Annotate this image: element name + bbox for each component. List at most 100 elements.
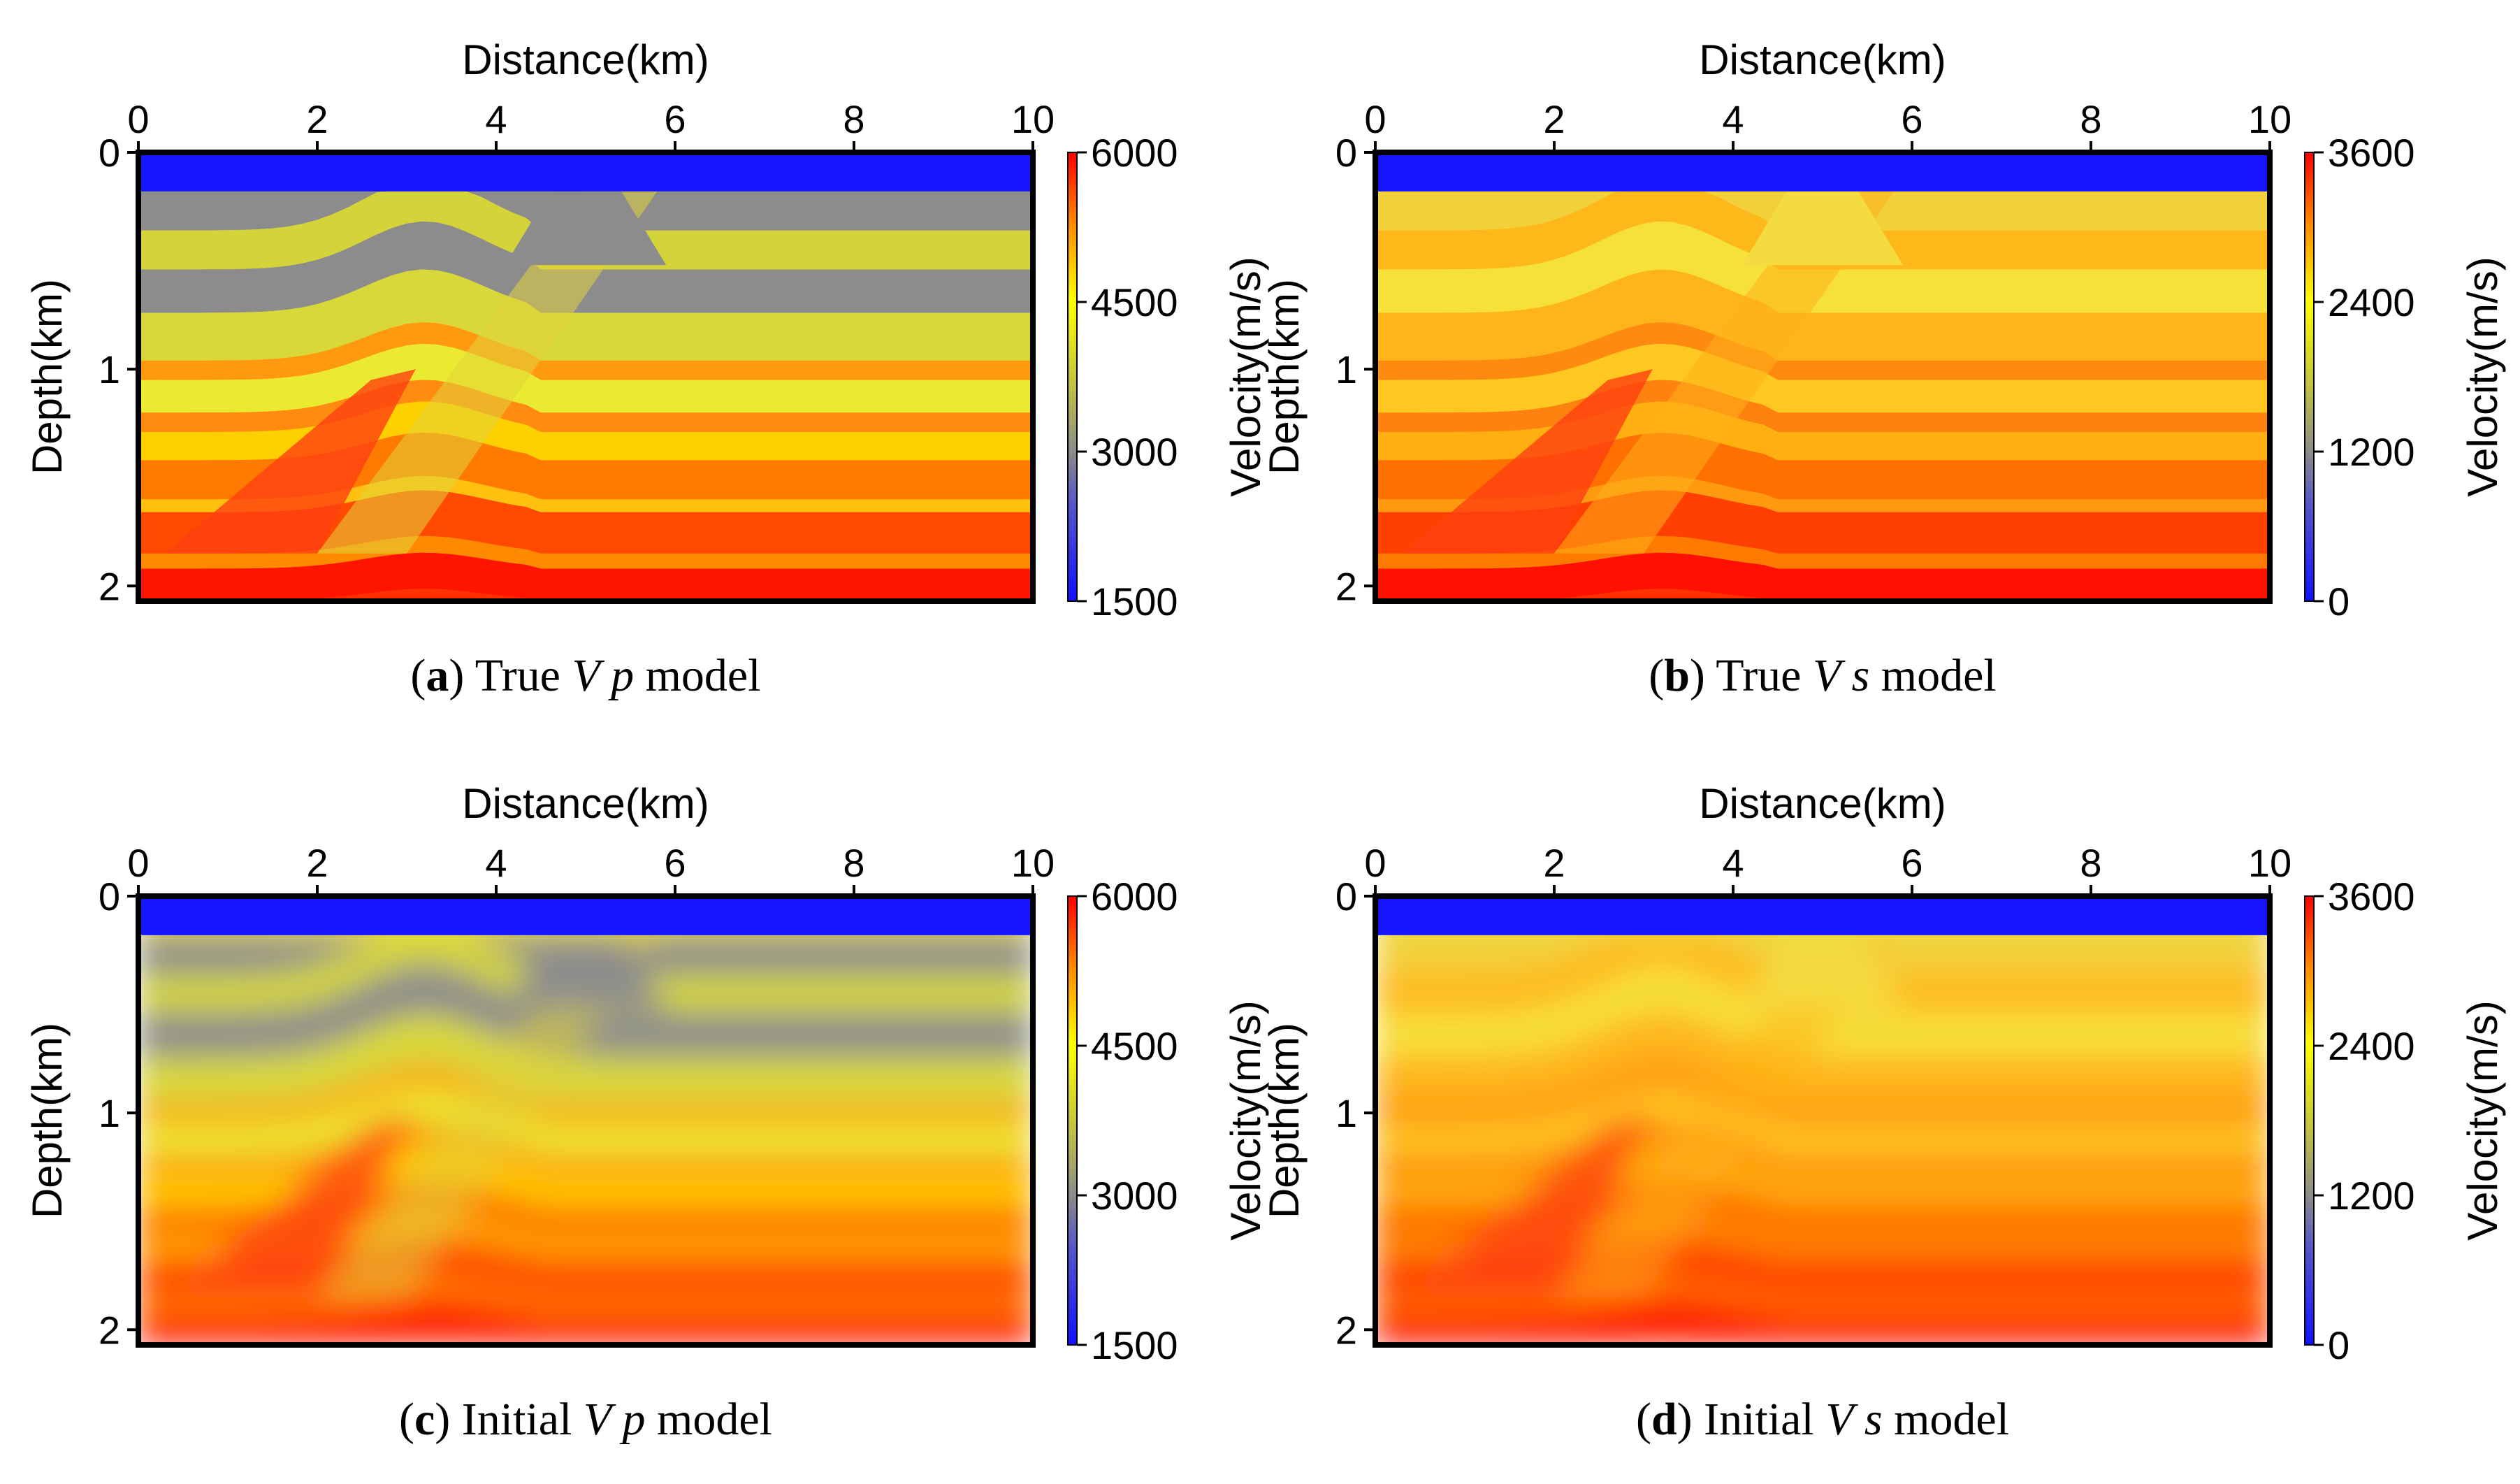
fault-block xyxy=(1554,191,1895,554)
colorbar-tick-label: 2400 xyxy=(2328,1024,2415,1068)
panel-a: 0 2 4 6 8 10 Distance(km) 0 1 2 Depth(km) 1500 3000 4… xyxy=(24,36,1269,701)
y-axis-label: Depth(km) xyxy=(24,279,71,475)
x-tick-label: 0 xyxy=(1364,97,1386,141)
x-tick-label: 4 xyxy=(485,97,507,141)
x-tick-label: 8 xyxy=(843,97,864,141)
x-tick-label: 2 xyxy=(1543,97,1565,141)
layer xyxy=(1375,322,2270,380)
x-axis-label: Distance(km) xyxy=(462,780,709,827)
colorbar-tick-label: 3600 xyxy=(2328,874,2415,919)
velocity-field xyxy=(1375,896,2270,1345)
layer xyxy=(1375,191,2270,270)
panel-b: 0 2 4 6 8 10 Distance(km) 0 1 2 Depth(km) 0 1200 2400… xyxy=(1261,36,2506,701)
colorbar-tick-label: 3600 xyxy=(2328,131,2415,175)
water-layer xyxy=(1375,152,2270,192)
layer xyxy=(1375,269,2270,361)
colorbar-tick-label: 0 xyxy=(2328,579,2349,624)
x-tick-label: 0 xyxy=(127,97,149,141)
layer xyxy=(1375,343,2270,413)
plot-frame xyxy=(136,150,1036,604)
layer xyxy=(1375,935,2270,1014)
caption-post: model xyxy=(634,650,760,701)
layer xyxy=(1375,1013,2270,1104)
x-tick-label: 4 xyxy=(1722,841,1744,885)
x-tick-label: 2 xyxy=(306,841,328,885)
fault-slab xyxy=(505,191,667,266)
layer xyxy=(1375,1219,2270,1256)
colorbar-tick-label: 1200 xyxy=(2328,430,2415,474)
layer xyxy=(138,1087,1033,1157)
wedge xyxy=(165,369,416,554)
wedge xyxy=(1402,1113,1653,1297)
caption-panel-label: d xyxy=(1651,1394,1677,1445)
y-axis-label: Depth(km) xyxy=(1261,279,1308,475)
y-tick-label: 1 xyxy=(1335,1091,1357,1135)
y-tick-label: 1 xyxy=(99,347,120,391)
layer xyxy=(138,1296,1033,1345)
colorbar-tick-label: 0 xyxy=(2328,1323,2349,1367)
caption-close: ) Initial xyxy=(435,1394,584,1445)
x-tick-label: 6 xyxy=(1901,841,1922,885)
colorbar-tick-label: 1500 xyxy=(1091,1323,1178,1367)
caption-close: ) True xyxy=(1690,650,1813,701)
colorbar-label: Velocity(m/s) xyxy=(1222,1000,1269,1240)
x-tick-label: 4 xyxy=(485,841,507,885)
x-tick-label: 10 xyxy=(1011,841,1055,885)
layer xyxy=(1375,1123,2270,1176)
wedge xyxy=(165,1113,416,1297)
plot-frame xyxy=(1373,150,2273,604)
y-tick-label: 2 xyxy=(99,564,120,608)
plot-frame xyxy=(136,893,1036,1348)
fault-slab xyxy=(1741,191,1904,266)
layer xyxy=(1375,1296,2270,1345)
layer xyxy=(138,221,1033,313)
panel-d: 0 2 4 6 8 10 Distance(km) 0 1 2 Depth(km) 0 1200 2400… xyxy=(1261,780,2506,1445)
layer xyxy=(138,380,1033,433)
water-layer xyxy=(1375,896,2270,935)
colorbar-tick-label: 4500 xyxy=(1091,280,1178,324)
panel-caption: (c) Initial V p model xyxy=(399,1394,772,1445)
caption-close: ) Initial xyxy=(1677,1394,1826,1445)
caption-open: ( xyxy=(410,650,426,701)
layer xyxy=(138,552,1033,601)
y-tick-label: 2 xyxy=(1335,564,1357,608)
caption-panel-label: c xyxy=(414,1394,435,1445)
colorbar-label: Velocity(m/s) xyxy=(2459,1000,2506,1240)
x-tick-label: 10 xyxy=(2248,841,2291,885)
plot-frame xyxy=(1373,893,2273,1348)
x-tick-label: 4 xyxy=(1722,97,1744,141)
layer xyxy=(138,343,1033,413)
layer xyxy=(138,1066,1033,1124)
panel-c: 0 2 4 6 8 10 Distance(km) 0 1 2 Depth(km) 1500 3000 4… xyxy=(24,780,1269,1445)
fault-slab xyxy=(1741,935,1904,1009)
water-layer xyxy=(138,152,1033,192)
layer xyxy=(138,1123,1033,1176)
y-tick-label: 1 xyxy=(1335,347,1357,391)
caption-panel-label: a xyxy=(426,650,449,701)
layer xyxy=(1375,1087,2270,1157)
colorbar-tick-label: 3000 xyxy=(1091,430,1178,474)
water-layer xyxy=(138,896,1033,935)
fault-block xyxy=(317,191,658,554)
caption-var: V s xyxy=(1813,650,1869,701)
panel-caption: (b) True V s model xyxy=(1649,650,1997,701)
caption-open: ( xyxy=(1636,1394,1651,1445)
velocity-field xyxy=(1375,152,2270,601)
x-tick-label: 0 xyxy=(1364,841,1386,885)
caption-close: ) True xyxy=(449,650,572,701)
y-tick-label: 0 xyxy=(1335,874,1357,919)
x-tick-label: 0 xyxy=(127,841,149,885)
colorbar xyxy=(1067,895,1078,1346)
layer xyxy=(1375,475,2270,512)
x-tick-label: 6 xyxy=(664,97,686,141)
caption-open: ( xyxy=(1649,650,1664,701)
x-tick-label: 8 xyxy=(2080,841,2101,885)
panel-caption: (a) True V p model xyxy=(410,650,760,701)
colorbar-label: Velocity(m/s) xyxy=(1222,257,1269,496)
colorbar-tick-label: 1200 xyxy=(2328,1174,2415,1218)
colorbar-tick-label: 3000 xyxy=(1091,1174,1178,1218)
y-tick-label: 1 xyxy=(99,1091,120,1135)
colorbar-label: Velocity(m/s) xyxy=(2459,257,2506,496)
x-axis-label: Distance(km) xyxy=(1699,36,1946,83)
